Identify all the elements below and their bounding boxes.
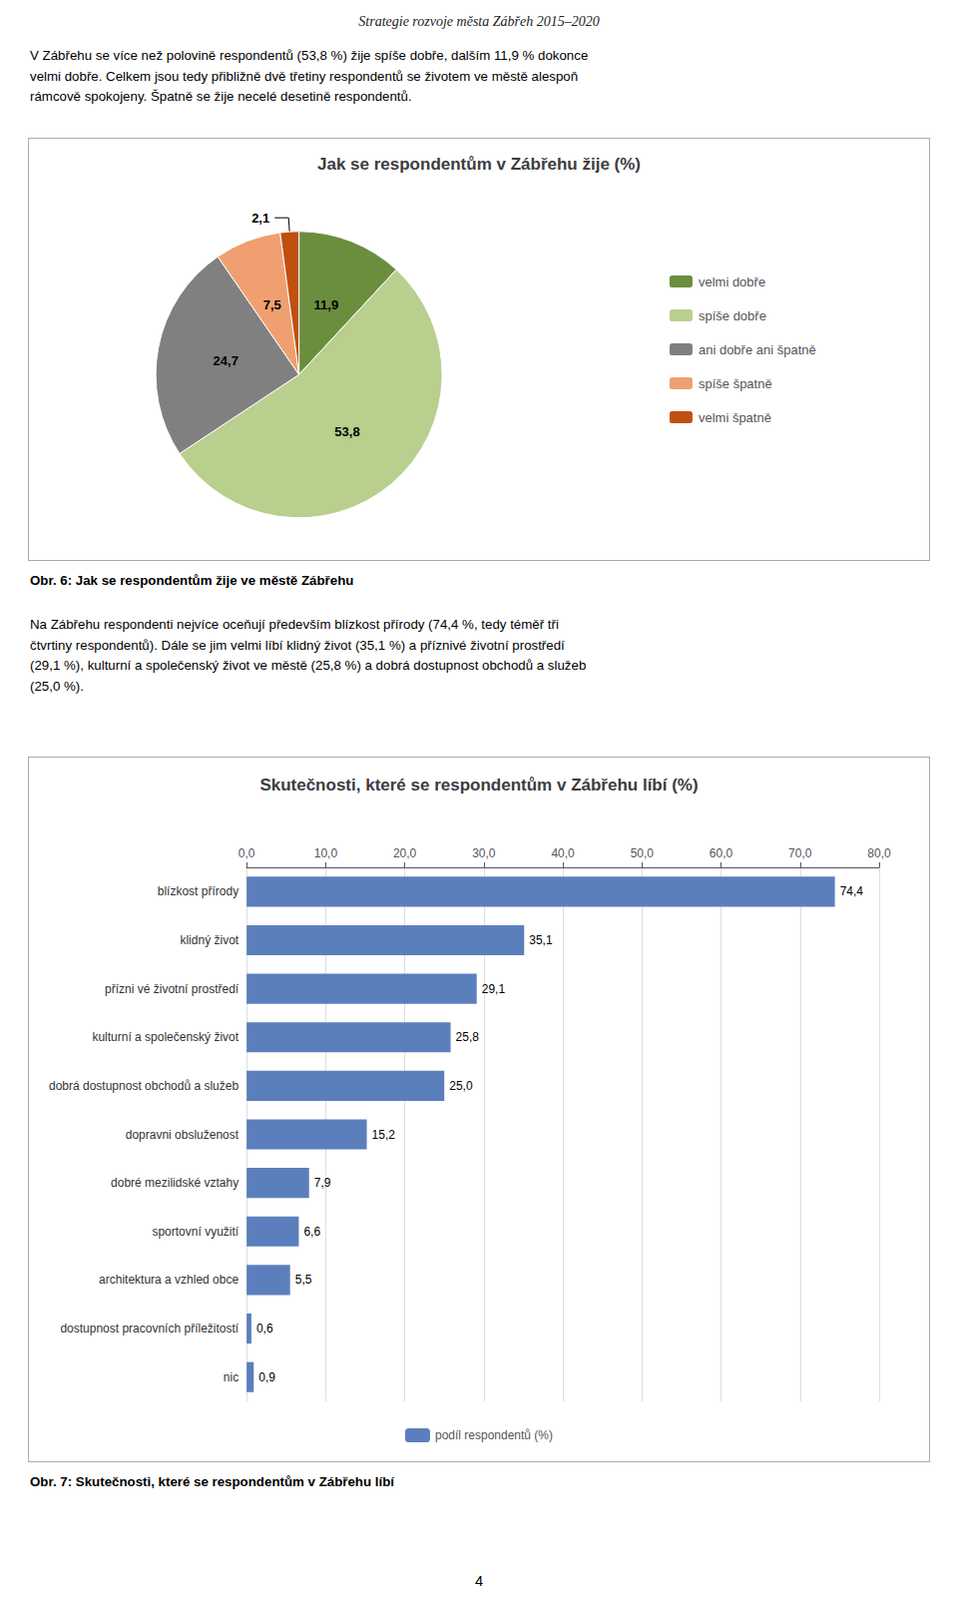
svg-text:24,7: 24,7 (213, 353, 239, 369)
html-text:Obr. 7: Skutečnosti, které se: Obr. 7: Skutečnosti, které se respondent… (29, 1473, 395, 1489)
svg-text:ani dobře ani špatně: ani dobře ani špatně (698, 342, 817, 358)
svg-text:přízni vé životní prostředí: přízni vé životní prostředí (104, 981, 240, 996)
svg-text:podíl respondentů (%): podíl respondentů (%) (435, 1428, 553, 1442)
svg-text:7,5: 7,5 (263, 297, 282, 313)
svg-text:dopravni obsluženost: dopravni obsluženost (125, 1127, 240, 1142)
html-text:Na Zábřehu respondenti nejvíce: Na Zábřehu respondenti nejvíce oceňují p… (29, 616, 587, 694)
svg-text:0,9: 0,9 (258, 1370, 276, 1385)
svg-text:sportovní využití: sportovní využití (151, 1224, 239, 1239)
svg-text:74,4: 74,4 (840, 884, 865, 899)
svg-text:kulturní a společenský život: kulturní a společenský život (91, 1029, 239, 1044)
svg-text:klidný život: klidný život (179, 933, 239, 948)
svg-text:Skutečnosti, které se responde: Skutečnosti, které se respondentům v Záb… (259, 775, 698, 795)
svg-text:11,9: 11,9 (314, 297, 340, 313)
svg-text:25,0: 25,0 (449, 1078, 474, 1093)
svg-text:architektura a vzhled obce: architektura a vzhled obce (98, 1272, 239, 1287)
svg-text:50,0: 50,0 (630, 846, 655, 861)
html-text:Obr. 6: Jak se respondentům ži: Obr. 6: Jak se respondentům žije ve měst… (29, 572, 354, 588)
svg-text:10,0: 10,0 (314, 846, 339, 861)
svg-text:40,0: 40,0 (550, 846, 575, 861)
svg-text:0,0: 0,0 (238, 846, 256, 861)
svg-text:35,1: 35,1 (528, 933, 553, 948)
svg-text:25,8: 25,8 (456, 1029, 480, 1044)
svg-text:20,0: 20,0 (393, 846, 418, 861)
svg-text:dobrá dostupnost obchodů a slu: dobrá dostupnost obchodů a služeb (48, 1078, 239, 1093)
svg-text:7,9: 7,9 (314, 1175, 332, 1190)
svg-text:29,1: 29,1 (481, 981, 506, 996)
svg-text:30,0: 30,0 (472, 846, 496, 861)
svg-text:velmi dobře: velmi dobře (698, 274, 766, 290)
svg-text:spíše špatně: spíše špatně (698, 376, 773, 392)
svg-text:53,8: 53,8 (334, 424, 360, 440)
svg-text:dobré mezilidské vztahy: dobré mezilidské vztahy (110, 1175, 239, 1190)
svg-text:6,6: 6,6 (303, 1224, 321, 1239)
svg-text:spíše dobře: spíše dobře (698, 308, 767, 324)
svg-text:70,0: 70,0 (788, 846, 813, 861)
html-text:V Zábřehu se více než polovině: V Zábřehu se více než polovině responden… (29, 47, 589, 104)
html-text:Strategie rozvoje města Zábřeh: Strategie rozvoje města Zábřeh 2015–2020 (358, 13, 600, 29)
svg-text:15,2: 15,2 (372, 1127, 397, 1142)
html-text:4: 4 (474, 1572, 484, 1589)
svg-text:2,1: 2,1 (251, 210, 270, 226)
svg-text:dostupnost pracovních příležit: dostupnost pracovních příležitostí (59, 1321, 239, 1336)
svg-text:nic: nic (223, 1370, 239, 1385)
svg-text:velmi špatně: velmi špatně (698, 410, 772, 426)
svg-text:Jak se respondentům v Zábřehu: Jak se respondentům v Zábřehu žije (%) (317, 154, 641, 174)
svg-text:60,0: 60,0 (709, 846, 734, 861)
svg-text:0,6: 0,6 (256, 1321, 274, 1336)
svg-text:blízkost přírody: blízkost přírody (157, 884, 239, 899)
svg-text:80,0: 80,0 (867, 846, 892, 861)
svg-text:5,5: 5,5 (295, 1272, 313, 1287)
